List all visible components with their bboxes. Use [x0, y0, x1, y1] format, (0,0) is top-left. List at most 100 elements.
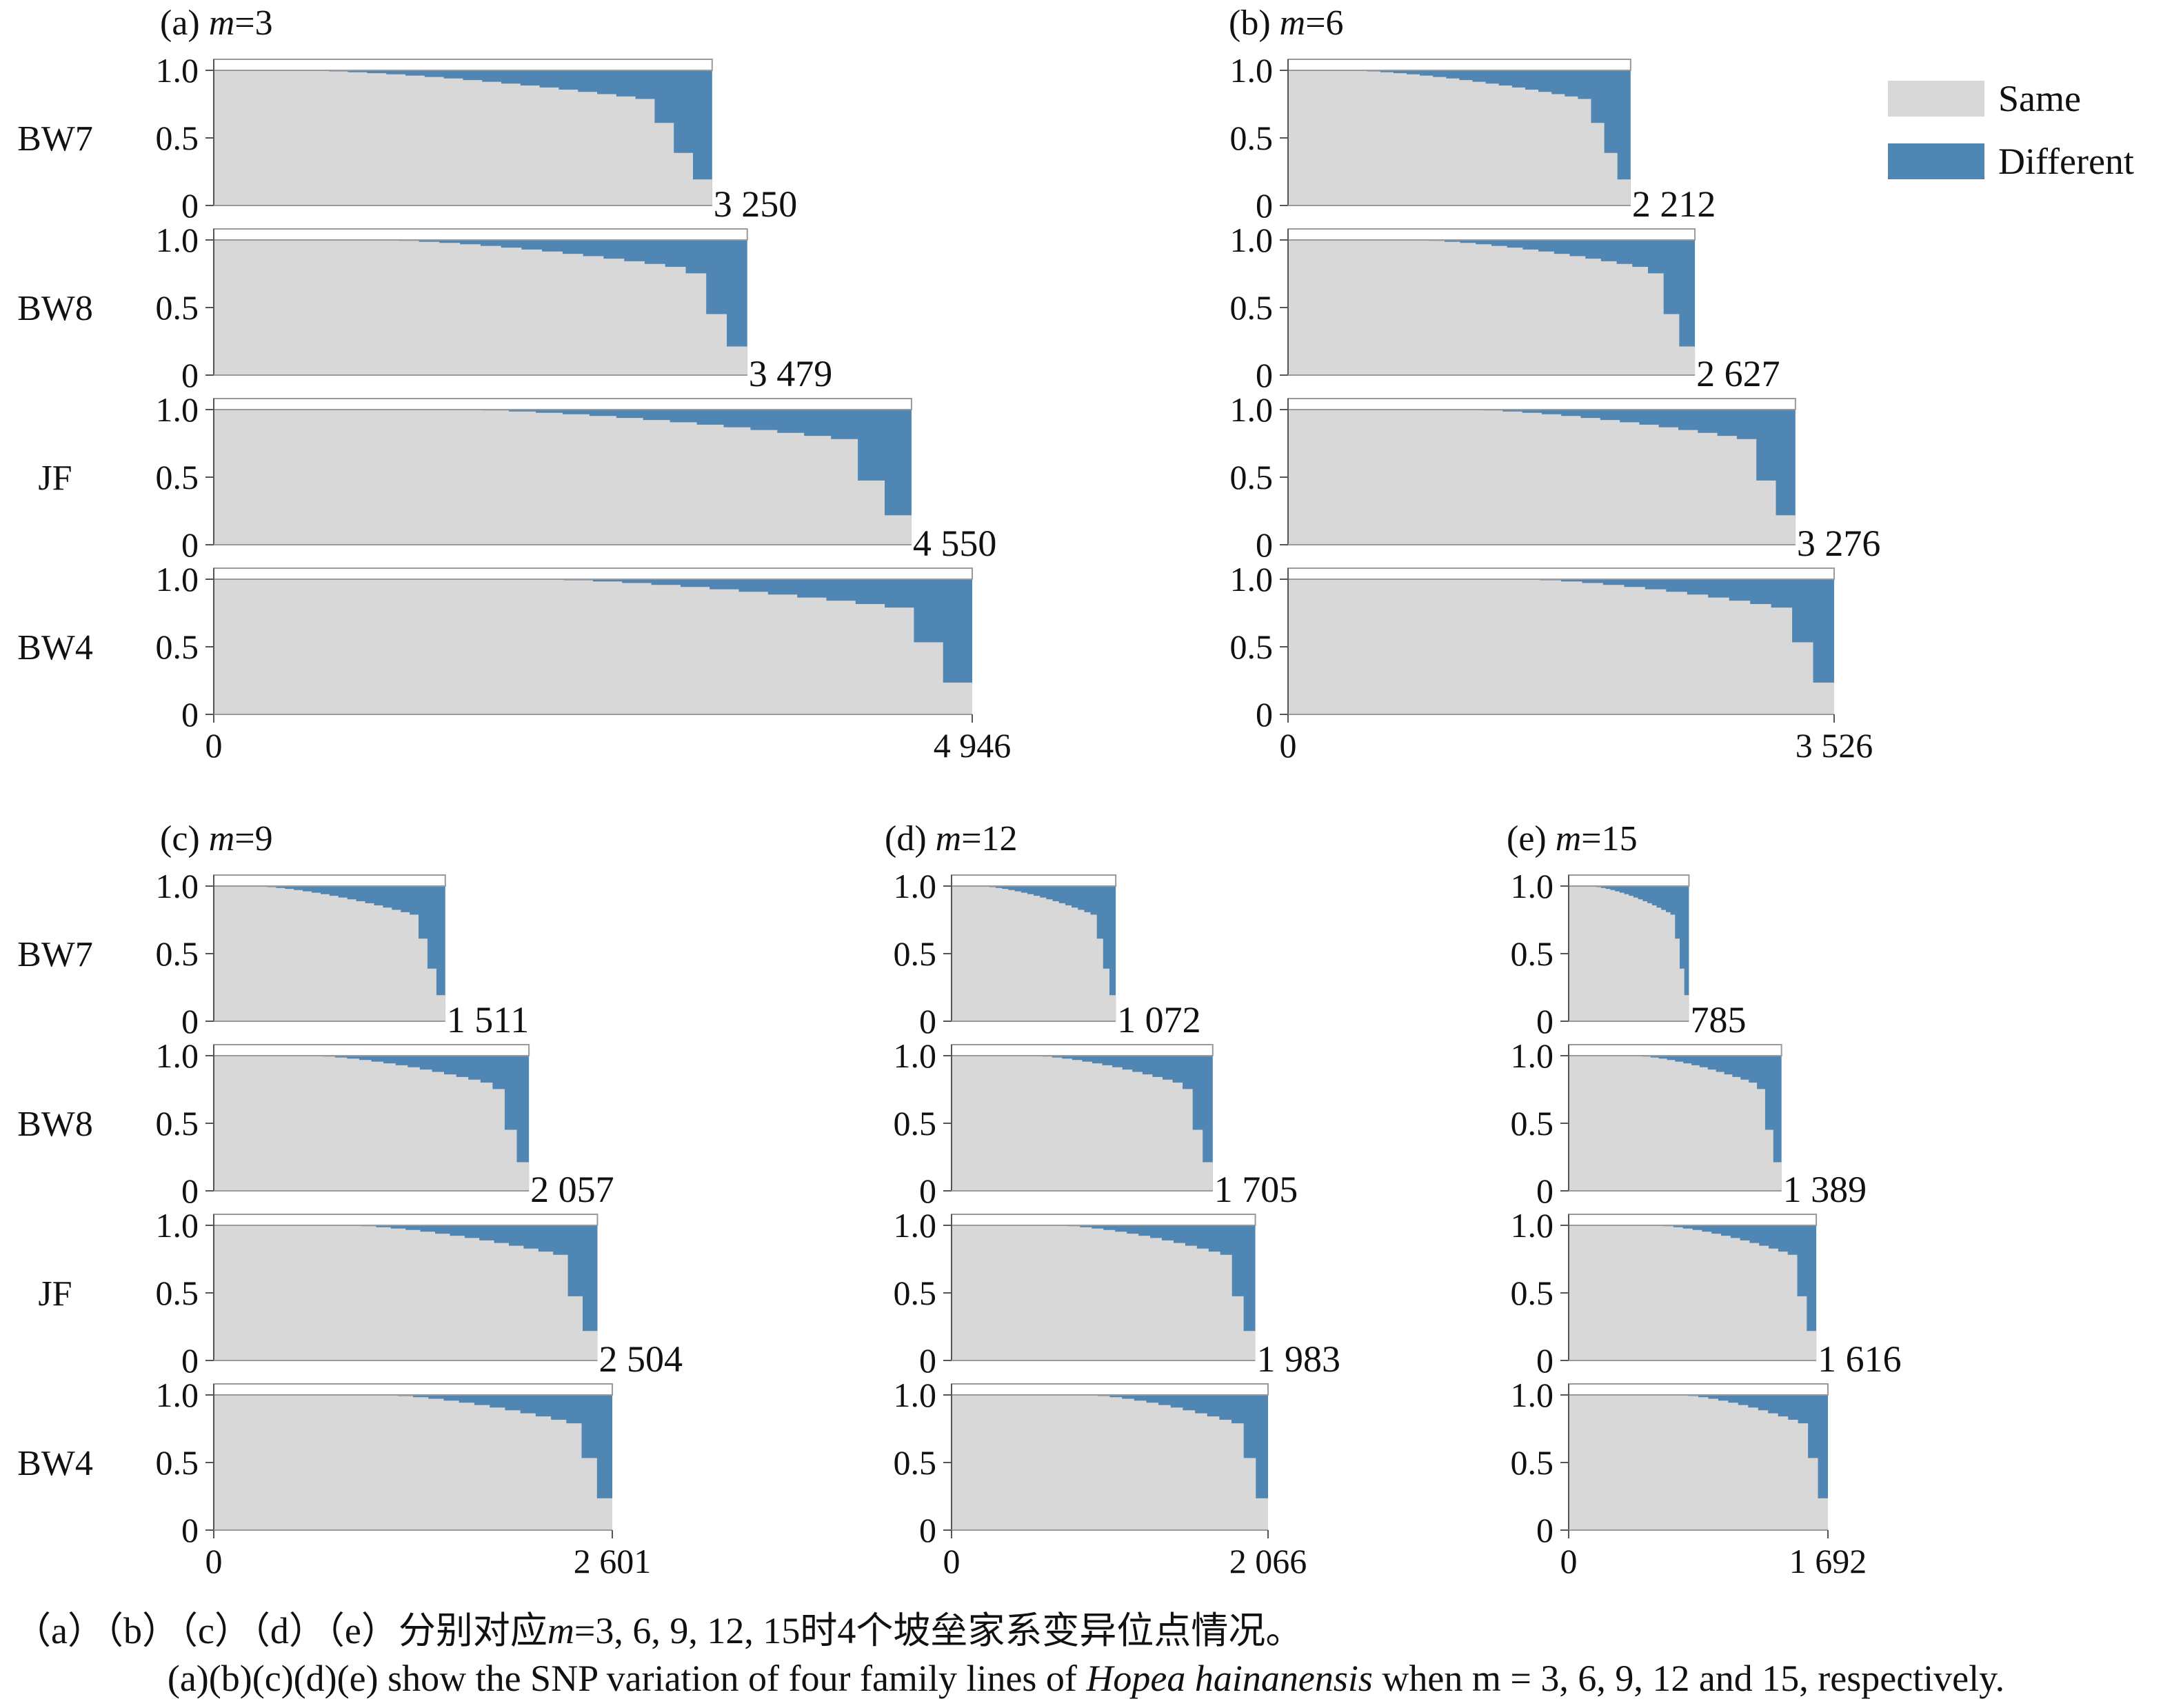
top-frame	[951, 1044, 1214, 1056]
y-tick-label: 0.5	[156, 288, 199, 327]
y-tick-label: 0.5	[1230, 288, 1274, 327]
panel-title-eq: =12	[961, 819, 1017, 858]
caption-english: (a)(b)(c)(d)(e) show the SNP variation o…	[0, 1657, 2172, 1700]
y-tick-label: 0.5	[894, 1443, 937, 1482]
y-tick-label: 0	[1256, 186, 1273, 225]
panel-title-label: (b)	[1229, 3, 1280, 43]
same-area	[214, 1056, 530, 1191]
x-start-label: 0	[1560, 1542, 1578, 1580]
y-tick-label: 0	[919, 1172, 936, 1210]
top-frame	[213, 228, 748, 241]
same-area	[1569, 886, 1689, 1021]
y-tick-label: 1.0	[1511, 1206, 1554, 1245]
series-jf: 1.0 0.5 0 1 983	[894, 1206, 1341, 1380]
y-tick-label: 0	[1536, 1002, 1553, 1041]
same-area	[1288, 579, 1834, 714]
site-count-label: 4 550	[913, 523, 997, 564]
y-tick-label: 1.0	[156, 390, 199, 429]
family-label: JF	[38, 459, 72, 498]
panel-title-eq: =6	[1305, 3, 1343, 43]
y-tick-label: 0	[181, 186, 199, 225]
series-jf: 1.0 0.5 0 JF 2 504	[38, 1206, 683, 1380]
series-jf: 1.0 0.5 0 3 276	[1230, 390, 1881, 564]
same-area	[214, 579, 972, 714]
site-count-label: 2 212	[1632, 183, 1716, 225]
y-tick-label: 0.5	[1511, 1104, 1554, 1143]
site-count-label: 2 057	[530, 1169, 614, 1210]
legend-label-different: Different	[1998, 141, 2134, 182]
family-label: JF	[38, 1274, 72, 1314]
y-tick-label: 1.0	[1230, 51, 1274, 90]
panel-title: (d) m=12	[885, 819, 1018, 858]
panel-title-eq: =9	[234, 819, 272, 858]
top-frame	[213, 1214, 599, 1226]
y-tick-label: 0	[1256, 356, 1273, 394]
panel-title-label: (d)	[885, 819, 936, 858]
top-frame	[213, 874, 446, 887]
y-tick-label: 0	[181, 525, 199, 564]
y-tick-label: 0.5	[1230, 458, 1274, 496]
site-count-label: 3 479	[749, 353, 833, 394]
y-tick-label: 0.5	[156, 119, 199, 157]
same-area	[1288, 240, 1696, 375]
site-count-label: 2 504	[599, 1338, 683, 1380]
site-count-label: 3 276	[1797, 523, 1881, 564]
y-tick-label: 0	[181, 1002, 199, 1041]
y-tick-label: 1.0	[156, 221, 199, 259]
y-tick-label: 1.0	[1511, 1376, 1554, 1414]
legend-label-same: Same	[1998, 78, 2081, 119]
x-start-label: 0	[205, 1542, 223, 1580]
top-frame	[1568, 1214, 1818, 1226]
y-tick-label: 1.0	[894, 1376, 937, 1414]
y-tick-label: 0.5	[156, 1443, 199, 1482]
y-tick-label: 0	[181, 1511, 199, 1549]
x-end-label: 4 946	[934, 726, 1012, 765]
top-frame	[213, 59, 713, 71]
caption-zh-suffix: =3, 6, 9, 12, 15时4个坡垒家系变异位点情况。	[574, 1610, 1303, 1651]
panel-title-m: m	[209, 3, 235, 43]
series-bw7: 1.0 0.5 0 BW7 1 511	[17, 867, 529, 1041]
y-tick-label: 0.5	[156, 1104, 199, 1143]
panel-title-m: m	[1556, 819, 1582, 858]
site-count-label: 1 705	[1214, 1169, 1298, 1210]
family-label: BW4	[17, 1444, 93, 1483]
caption-en-prefix: (a)(b)(c)(d)(e) show the SNP variation o…	[167, 1658, 1087, 1699]
y-tick-label: 0.5	[1230, 119, 1274, 157]
site-count-label: 2 627	[1696, 353, 1780, 394]
same-area	[1288, 70, 1631, 205]
same-area	[214, 886, 445, 1021]
y-tick-label: 1.0	[1230, 390, 1274, 429]
y-tick-label: 0.5	[156, 1274, 199, 1312]
top-frame	[951, 1383, 1269, 1396]
y-tick-label: 1.0	[1511, 1036, 1554, 1075]
family-label: BW7	[17, 935, 93, 974]
family-label: BW8	[17, 1105, 93, 1144]
y-tick-label: 0	[181, 1341, 199, 1380]
series-bw7: 1.0 0.5 0 2 212	[1230, 51, 1716, 225]
panel-title-m: m	[1280, 3, 1306, 43]
panel-title-label: (e)	[1507, 819, 1556, 858]
y-tick-label: 0.5	[1230, 627, 1274, 666]
series-bw7: 1.0 0.5 0 785	[1511, 867, 1747, 1041]
series-bw8: 1.0 0.5 0 BW8 2 057	[17, 1036, 614, 1210]
top-frame	[951, 874, 1117, 887]
y-tick-label: 0	[181, 695, 199, 734]
x-end-label: 2 601	[574, 1542, 652, 1580]
y-tick-label: 0.5	[894, 934, 937, 973]
y-tick-label: 0.5	[156, 627, 199, 666]
x-end-label: 1 692	[1789, 1542, 1867, 1580]
top-frame	[951, 1214, 1256, 1226]
panel-title-label: (a)	[160, 3, 209, 43]
site-count-label: 1 983	[1257, 1338, 1341, 1380]
caption-zh-m: m	[547, 1610, 574, 1651]
y-tick-label: 1.0	[1230, 560, 1274, 599]
panel-title: (a) m=3	[160, 3, 273, 43]
family-label: BW4	[17, 628, 93, 667]
y-tick-label: 1.0	[1511, 867, 1554, 905]
y-tick-label: 1.0	[156, 560, 199, 599]
y-tick-label: 0.5	[1511, 1443, 1554, 1482]
